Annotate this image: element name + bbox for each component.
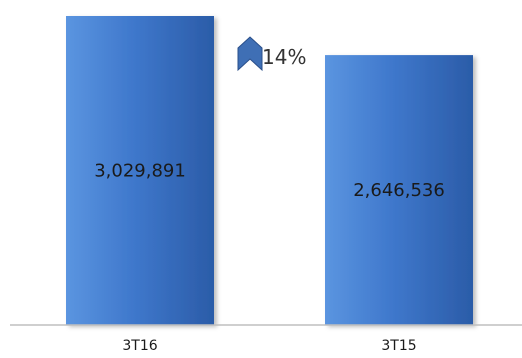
bars-group: 3,029,891 2,646,536: [66, 16, 473, 326]
category-label-3T15: 3T15: [381, 338, 416, 354]
data-label-3T16: 3,029,891: [94, 161, 186, 182]
category-labels: 3T16 3T15: [122, 338, 416, 354]
data-label-3T15: 2,646,536: [353, 180, 445, 201]
bar-3T16: [66, 16, 214, 325]
category-label-3T16: 3T16: [122, 338, 157, 354]
growth-annotation: 14%: [237, 36, 306, 72]
growth-percentage: 14%: [262, 45, 306, 69]
bar-3T15: [325, 55, 473, 326]
up-arrow-icon: [237, 36, 263, 72]
